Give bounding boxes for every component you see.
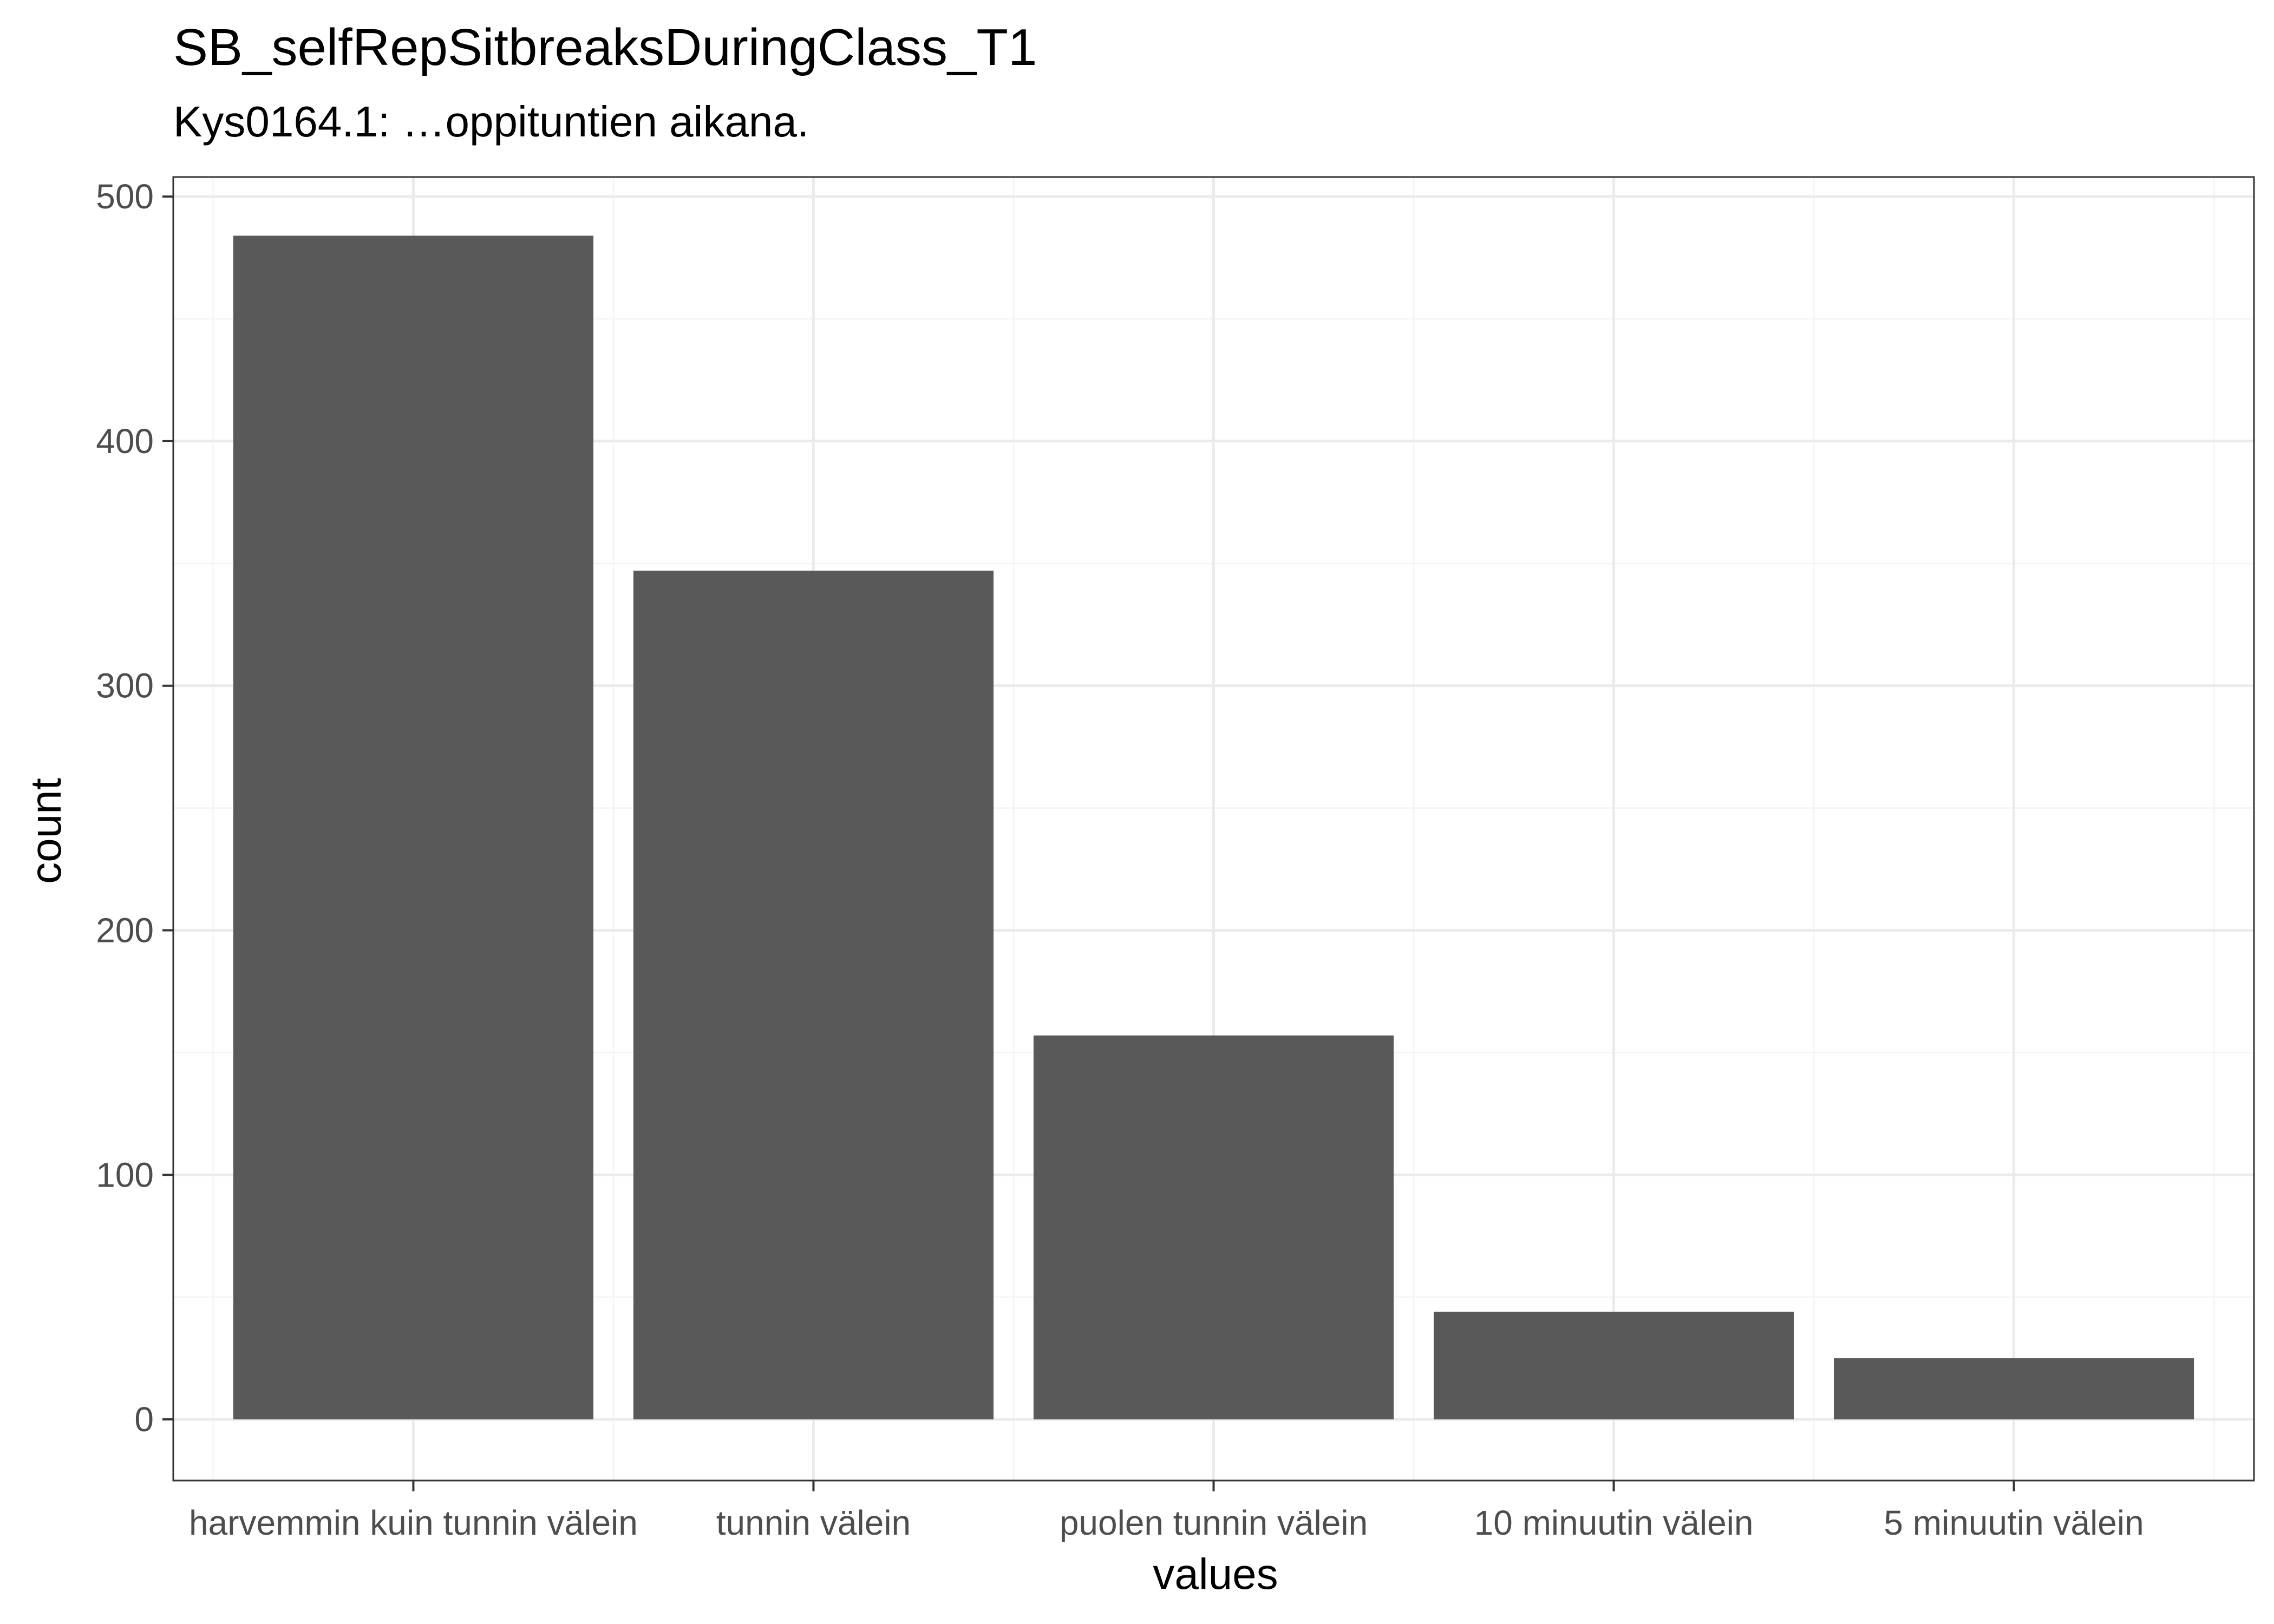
x-axis-title: values <box>1153 1550 1278 1598</box>
y-tick-label: 200 <box>96 911 154 949</box>
x-tick-label: tunnin välein <box>716 1503 911 1542</box>
chart-title: SB_selfRepSitbreaksDuringClass_T1 <box>173 18 1037 76</box>
y-tick-label: 400 <box>96 422 154 461</box>
x-tick-label: harvemmin kuin tunnin välein <box>189 1503 638 1542</box>
bar-3 <box>1033 1035 1394 1420</box>
x-tick-label: 5 minuutin välein <box>1884 1503 2144 1542</box>
axes: 0 100 200 300 400 500 harvemmin kuin tunnin vä… <box>96 177 2144 1542</box>
bar-5 <box>1834 1358 2194 1420</box>
y-tick-label: 500 <box>96 177 154 216</box>
y-tick-label: 300 <box>96 666 154 705</box>
bar-1 <box>233 235 593 1420</box>
bar-4 <box>1433 1312 1794 1420</box>
y-tick-label: 100 <box>96 1155 154 1194</box>
y-tick-label: 0 <box>134 1400 154 1439</box>
x-tick-label: puolen tunnin välein <box>1060 1503 1368 1542</box>
x-tick-label: 10 minuutin välein <box>1474 1503 1754 1542</box>
bars <box>233 235 2194 1420</box>
bar-2 <box>633 571 994 1420</box>
chart-subtitle: Kys0164.1: …oppituntien aikana. <box>173 97 809 146</box>
y-axis-title: count <box>22 778 70 884</box>
